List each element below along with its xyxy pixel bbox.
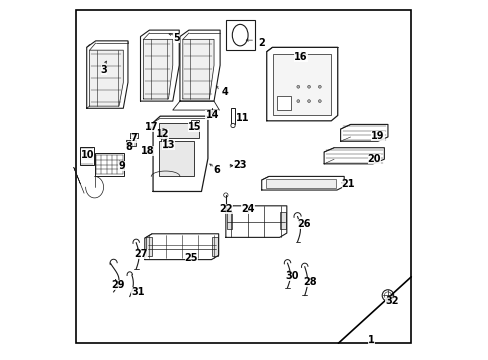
Circle shape <box>307 100 310 103</box>
Text: 10: 10 <box>81 150 94 160</box>
Text: 19: 19 <box>370 131 384 141</box>
Text: 1: 1 <box>367 334 374 345</box>
Bar <box>161 131 165 141</box>
Polygon shape <box>340 125 387 141</box>
Circle shape <box>307 85 310 88</box>
Text: 15: 15 <box>188 122 202 132</box>
Circle shape <box>318 100 321 103</box>
Circle shape <box>162 129 165 132</box>
Polygon shape <box>183 40 214 99</box>
Circle shape <box>296 100 299 103</box>
Circle shape <box>230 123 235 128</box>
Text: 7: 7 <box>130 133 137 143</box>
Text: 28: 28 <box>303 277 316 287</box>
Text: 12: 12 <box>156 129 169 139</box>
Polygon shape <box>266 47 337 121</box>
Text: 27: 27 <box>134 248 148 258</box>
Polygon shape <box>140 30 179 101</box>
Text: 18: 18 <box>141 145 154 156</box>
Polygon shape <box>143 40 172 99</box>
Bar <box>276 96 290 110</box>
Bar <box>94 153 124 176</box>
Circle shape <box>382 290 393 301</box>
Text: 4: 4 <box>221 87 228 97</box>
Bar <box>126 140 136 146</box>
Bar <box>231 108 234 125</box>
Bar <box>265 179 335 188</box>
Polygon shape <box>153 116 207 192</box>
Bar <box>273 54 330 115</box>
Polygon shape <box>261 176 344 190</box>
Bar <box>145 237 152 256</box>
Polygon shape <box>86 41 128 108</box>
Bar <box>159 123 199 138</box>
Text: 9: 9 <box>118 161 125 171</box>
Bar <box>80 147 94 165</box>
Bar <box>162 132 164 139</box>
Polygon shape <box>130 133 137 138</box>
Text: 25: 25 <box>184 253 198 263</box>
Polygon shape <box>172 101 219 110</box>
Text: 31: 31 <box>131 287 144 297</box>
Bar <box>211 237 218 256</box>
Circle shape <box>208 112 214 118</box>
Text: 17: 17 <box>144 122 158 132</box>
Polygon shape <box>89 50 123 106</box>
Circle shape <box>223 193 227 197</box>
Text: 26: 26 <box>296 219 310 229</box>
Bar <box>225 20 254 50</box>
Polygon shape <box>144 234 218 260</box>
Text: 3: 3 <box>101 64 107 75</box>
Ellipse shape <box>232 24 247 46</box>
Text: 16: 16 <box>294 52 307 62</box>
Text: 5: 5 <box>173 33 180 43</box>
Text: 14: 14 <box>205 111 219 121</box>
Bar <box>159 140 194 176</box>
Circle shape <box>318 85 321 88</box>
Bar <box>191 120 198 128</box>
Circle shape <box>296 85 299 88</box>
Text: 8: 8 <box>125 142 132 152</box>
Text: 32: 32 <box>385 296 398 306</box>
Text: 11: 11 <box>236 113 249 123</box>
Text: 2: 2 <box>258 38 264 48</box>
Text: 23: 23 <box>233 160 246 170</box>
Bar <box>280 212 285 229</box>
Text: 29: 29 <box>111 280 125 290</box>
Text: 20: 20 <box>367 154 380 164</box>
Text: 21: 21 <box>341 179 354 189</box>
Bar <box>226 212 231 229</box>
Text: 22: 22 <box>219 204 232 215</box>
Text: 30: 30 <box>285 271 298 281</box>
Polygon shape <box>324 148 384 164</box>
Text: 13: 13 <box>162 140 175 150</box>
Polygon shape <box>225 206 286 237</box>
Text: 24: 24 <box>241 204 254 215</box>
Text: 6: 6 <box>213 165 220 175</box>
Polygon shape <box>180 30 220 101</box>
